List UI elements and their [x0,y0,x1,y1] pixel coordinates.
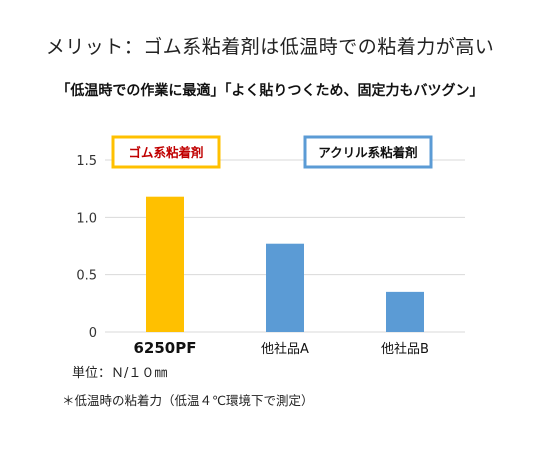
y-tick-label: 1.5 [76,154,97,169]
x-tick-label: 他社品B [381,341,429,357]
legend-box-2 [303,135,433,169]
legend-box-1 [111,135,221,169]
bar-2 [266,243,304,332]
unit-label: 単位：Ｎ/１０㎜ [72,366,168,381]
bar-chart: 0 0.5 1.0 1.5 6250PF 他社品A 他社品B ゴム系粘着剤 アクリル系粘着剤 [76,135,465,357]
x-tick-label: 他社品A [261,341,309,357]
legend-label-1: ゴム系粘着剤 [128,145,203,160]
footnote: ＊低温時の粘着力（低温４℃環境下で測定） [62,393,314,408]
x-tick-label: 6250PF [134,339,197,357]
y-tick-label: 1.0 [76,211,97,226]
bar-3 [386,291,424,332]
bar-1 [146,196,184,332]
chart-title: メリット：ゴム系粘着剤は低温時での粘着力が高い [45,36,495,58]
y-tick-label: 0.5 [76,269,97,284]
legend-label-2: アクリル系粘着剤 [318,145,417,160]
y-tick-label: 0 [89,326,97,341]
chart-subtitle: 「低温時での作業に最適」「よく貼りつくため、固定力もバツグン」 [56,83,484,99]
